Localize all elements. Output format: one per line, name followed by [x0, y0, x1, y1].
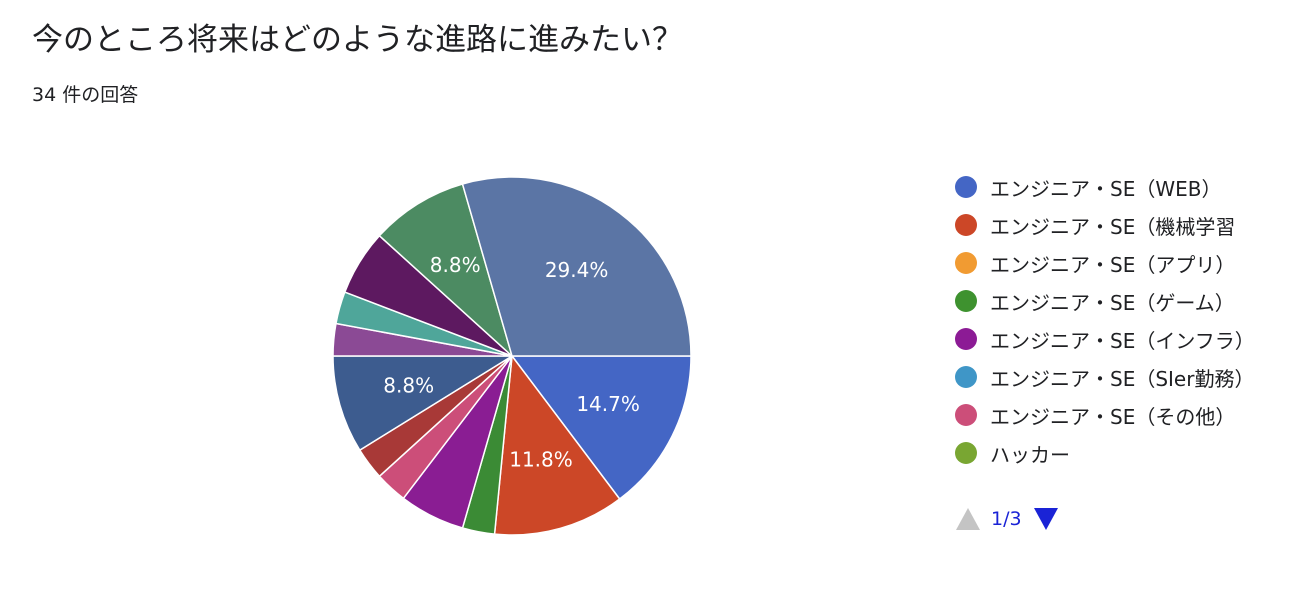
legend-label: エンジニア・SE（アプリ） [990, 252, 1236, 277]
slice-percent-label: 11.8% [509, 447, 573, 471]
legend-item[interactable]: エンジニア・SE（機械学習 [955, 206, 1290, 244]
legend-item[interactable]: エンジニア・SE（WEB） [955, 168, 1290, 206]
legend-item[interactable]: エンジニア・SE（インフラ） [955, 320, 1290, 358]
slice-percent-label: 14.7% [576, 392, 640, 416]
legend-swatch [955, 214, 977, 236]
legend-swatch [955, 366, 977, 388]
pie-slice[interactable] [332, 355, 515, 452]
legend-label: エンジニア・SE（その他） [990, 404, 1236, 429]
next-page-icon[interactable] [1033, 508, 1058, 530]
legend-item[interactable]: ハッカー [955, 434, 1290, 472]
slice-percent-label: 8.8% [383, 373, 434, 397]
legend-swatch [955, 290, 977, 312]
legend-item[interactable]: エンジニア・SE（その他） [955, 396, 1290, 434]
legend-item[interactable]: エンジニア・SE（アプリ） [955, 244, 1290, 282]
pie-slice[interactable] [378, 183, 514, 359]
legend-item[interactable]: エンジニア・SE（ゲーム） [955, 282, 1290, 320]
chart-title: 今のところ将来はどのような進路に進みたい？ [32, 22, 683, 58]
legend-swatch [955, 176, 977, 198]
page-indicator: 1/3 [991, 508, 1022, 530]
legend-label: エンジニア・SE（インフラ） [990, 328, 1255, 353]
pie-chart-svg: 14.7% 11.8% 8.8% 8.8% 29.4% [332, 176, 692, 536]
previous-page-icon [956, 508, 980, 530]
legend-label: エンジニア・SE（SIer勤務） [990, 366, 1255, 391]
pie-chart: 14.7% 11.8% 8.8% 8.8% 29.4% [322, 170, 702, 550]
slice-percent-label: 8.8% [430, 253, 481, 277]
legend-swatch [955, 328, 977, 350]
legend-label: エンジニア・SE（ゲーム） [990, 290, 1235, 315]
legend-label: ハッカー [990, 442, 1070, 467]
legend-swatch [955, 252, 977, 274]
pie-slice[interactable] [493, 354, 621, 536]
pie-slice[interactable] [461, 176, 692, 357]
legend-swatch [955, 442, 977, 464]
legend-label: エンジニア・SE（機械学習 [990, 214, 1236, 239]
legend-label: エンジニア・SE（WEB） [990, 176, 1222, 201]
chart-legend: エンジニア・SE（WEB） エンジニア・SE（機械学習 エンジニア・SE（アプリ） エ… [955, 168, 1290, 472]
slice-percent-label: 29.4% [545, 258, 609, 282]
legend-swatch [955, 404, 977, 426]
legend-item[interactable]: エンジニア・SE（SIer勤務） [955, 358, 1290, 396]
response-count: 34 件の回答 [32, 84, 139, 106]
pie-slice[interactable] [510, 355, 692, 501]
legend-pager: 1/3 [956, 508, 1058, 530]
